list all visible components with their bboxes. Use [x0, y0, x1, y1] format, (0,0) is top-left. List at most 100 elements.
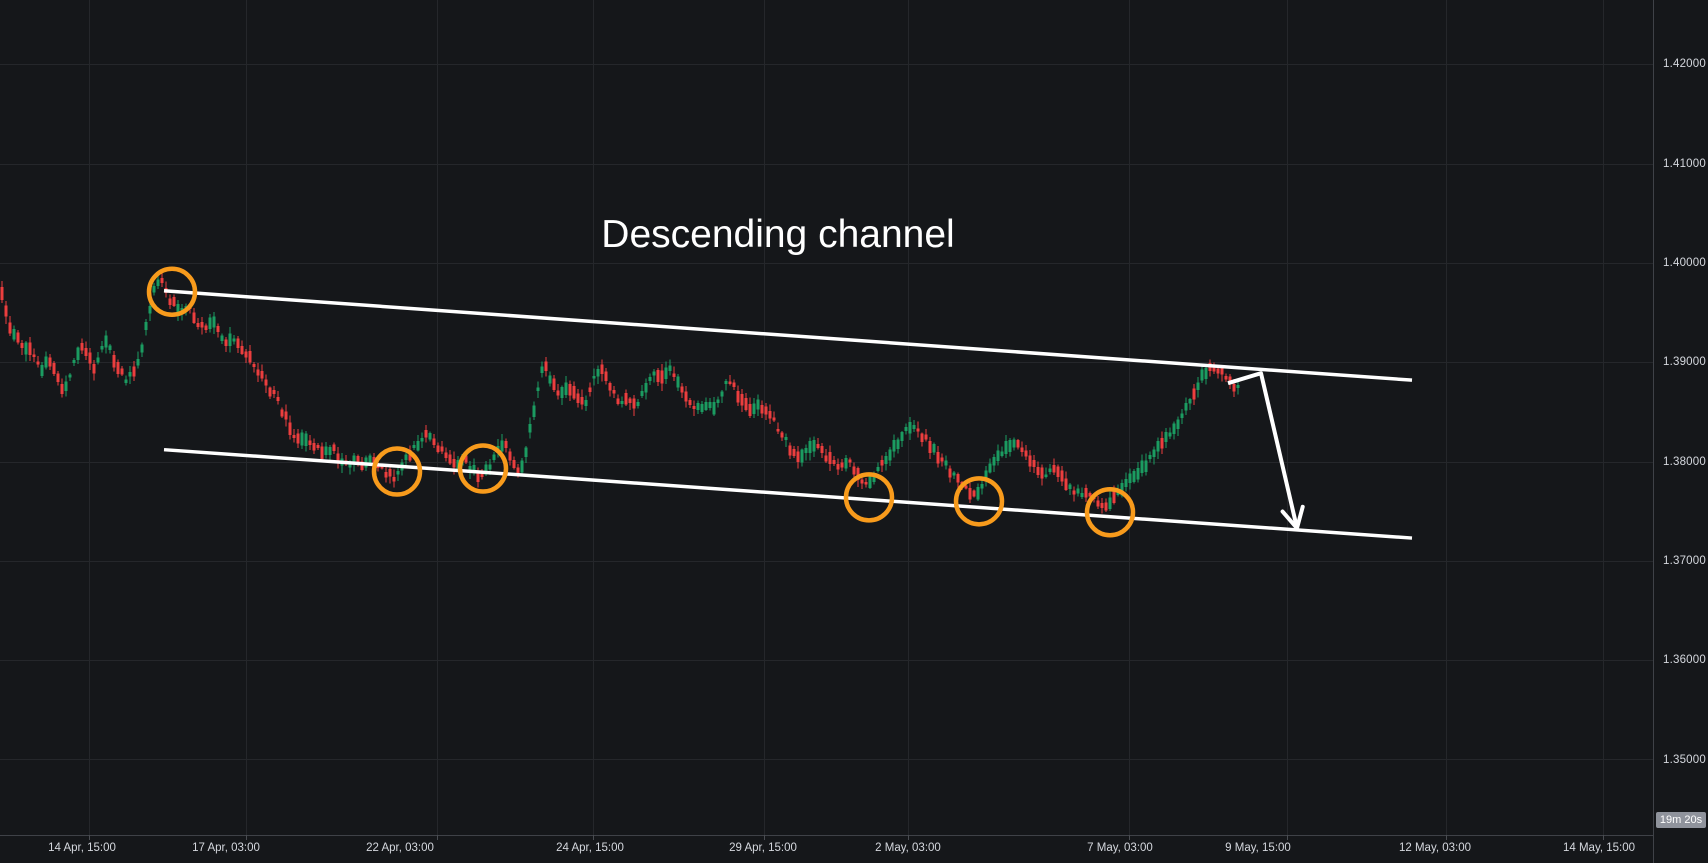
candle-body [1180, 413, 1184, 419]
channel-trendlines[interactable] [163, 289, 1413, 540]
candle-body [1140, 460, 1144, 473]
price-axis[interactable]: 19m 20s 1.42000 1.41000 1.40000 1.39000 1.38… [1653, 0, 1708, 863]
candle-body [988, 463, 992, 473]
candle-body [552, 378, 556, 391]
candle-body [216, 325, 220, 333]
candle-body [1220, 367, 1224, 375]
candle-body [124, 379, 128, 384]
candle-body [816, 443, 820, 449]
candle-body [940, 457, 944, 462]
candle-body [248, 350, 252, 363]
candle-body [416, 441, 420, 451]
time-axis-label: 7 May, 03:00 [1087, 842, 1153, 854]
candle-body [652, 371, 656, 376]
touch-circle[interactable] [953, 476, 1005, 527]
candle-body [568, 384, 572, 396]
candle-body [144, 322, 148, 331]
touch-circles[interactable] [146, 266, 1136, 538]
chart-grid [0, 0, 1653, 835]
candle-body [160, 277, 164, 283]
candle-body [1184, 402, 1188, 411]
price-axis-label: 1.42000 [1663, 58, 1706, 71]
time-axis-tick [437, 835, 438, 840]
candle-body [868, 475, 872, 488]
candle-body [776, 428, 780, 432]
candle-body [732, 382, 736, 388]
touch-circle[interactable] [457, 443, 509, 494]
candle-body [360, 461, 364, 471]
candle-body [472, 465, 476, 471]
candle-body [1232, 384, 1236, 392]
candle-body [800, 449, 804, 463]
candle-body [88, 352, 92, 364]
chart-svg[interactable]: Descending channel [0, 0, 1653, 835]
channel-upper-trendline[interactable] [163, 289, 1413, 382]
candle-body [564, 382, 568, 396]
candle-body [724, 381, 728, 384]
candle-body [640, 391, 644, 396]
time-axis-label: 2 May, 03:00 [875, 842, 941, 854]
candle-body [788, 445, 792, 456]
time-axis-tick [89, 835, 90, 840]
candle-body [876, 467, 880, 471]
touch-circle[interactable] [146, 266, 198, 318]
candle-body [648, 376, 652, 382]
candle-body [528, 424, 532, 433]
touch-circle[interactable] [843, 472, 895, 523]
candle-body [1204, 367, 1208, 380]
candle-body [116, 361, 120, 374]
candle-body [760, 405, 764, 414]
candle-body [428, 432, 432, 440]
candle-body [1024, 450, 1028, 457]
time-axis-label: 17 Apr, 03:00 [192, 842, 260, 854]
candle-body [496, 445, 500, 451]
candle-body [768, 410, 772, 419]
candle-body [412, 444, 416, 449]
candle-body [516, 467, 520, 477]
channel-lower-trendline[interactable] [163, 447, 1413, 540]
candle-body [24, 342, 28, 355]
candle-body [728, 381, 732, 384]
price-axis-label: 1.36000 [1663, 654, 1706, 667]
candle-body [1152, 449, 1156, 458]
candle-body [32, 354, 36, 358]
candle-body [616, 398, 620, 404]
chart-annotation-title[interactable]: Descending channel [601, 213, 954, 256]
candle-body [820, 446, 824, 453]
candle-body [36, 361, 40, 365]
candle-body [280, 409, 284, 417]
candle-body [1012, 439, 1016, 448]
candle-body [476, 470, 480, 483]
candlestick-series[interactable] [0, 272, 1240, 514]
candle-body [436, 445, 440, 453]
candle-body [632, 398, 636, 409]
touch-circle[interactable] [1084, 486, 1136, 538]
candle-body [944, 460, 948, 466]
time-axis[interactable]: 14 Apr, 15:00 17 Apr, 03:00 22 Apr, 03:00 2… [0, 835, 1653, 863]
time-axis-label: 14 Apr, 15:00 [48, 842, 116, 854]
candle-body [4, 305, 8, 317]
candle-body [1216, 368, 1220, 374]
candle-body [444, 452, 448, 458]
candle-body [420, 438, 424, 442]
candle-body [656, 370, 660, 383]
candle-body [268, 387, 272, 397]
candle-body [1128, 473, 1132, 484]
candle-body [324, 446, 328, 456]
candle-body [896, 439, 900, 449]
chart-canvas[interactable]: Descending channel [0, 0, 1653, 835]
candle-body [708, 402, 712, 408]
candle-body [796, 451, 800, 463]
candle-body [492, 454, 496, 461]
candle-body [208, 317, 212, 330]
candle-body [204, 325, 208, 331]
candle-body [1228, 376, 1232, 384]
candle-body [748, 403, 752, 416]
price-axis-label: 1.41000 [1663, 157, 1706, 170]
touch-circle[interactable] [371, 446, 423, 497]
breakout-projection-arrow[interactable] [1227, 371, 1305, 531]
candle-body [120, 368, 124, 375]
candle-body [624, 392, 628, 405]
candle-body [908, 422, 912, 434]
candle-body [848, 459, 852, 463]
